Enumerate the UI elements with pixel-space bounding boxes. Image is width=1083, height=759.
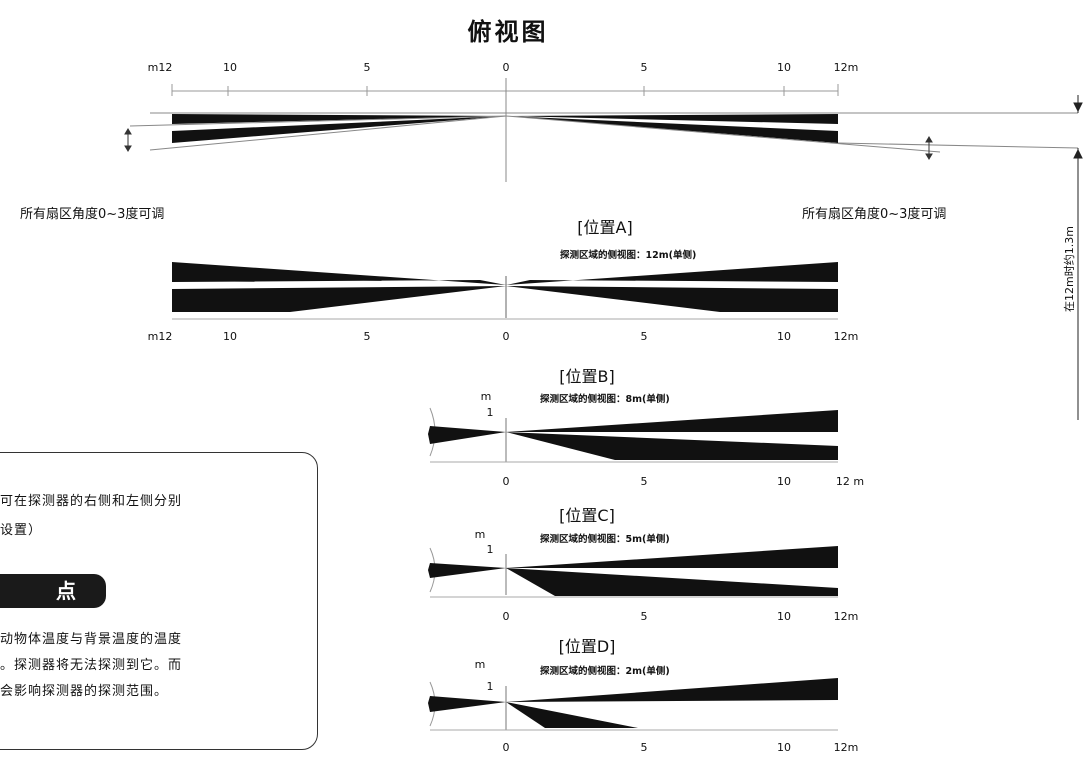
position-c-tick-5: 5: [641, 610, 648, 623]
position-b-fan: [428, 410, 838, 460]
position-c-tick-10: 10: [777, 610, 791, 623]
tips-line-5: 会影响探测器的探测范围。: [0, 684, 169, 699]
angle-note-right: 所有扇区角度0~3度可调: [802, 206, 946, 222]
angle-arrow-right: [925, 136, 933, 160]
position-b-label: [位置B]: [559, 367, 614, 386]
position-c-tick-12m: 12m: [834, 610, 859, 623]
position-c-fan: [428, 546, 838, 596]
position-d-tick-12m: 12m: [834, 741, 859, 754]
position-c-m-label: m: [475, 528, 486, 541]
top-tick-0: 0: [503, 61, 510, 74]
tips-line-4: 。探测器将无法探测到它。而: [0, 658, 183, 673]
position-d-one-label: 1: [487, 680, 494, 693]
position-b-tick-12m: 12 m: [836, 475, 864, 488]
position-b-one-label: 1: [487, 406, 494, 419]
position-a-tick-m12: m12: [148, 330, 173, 343]
position-b: [位置B] 探测区域的侧视图：8m(单侧) m 1 0 5 10 12 m: [428, 367, 864, 488]
position-c-tick-0: 0: [503, 610, 510, 623]
position-a-caption: 探测区域的侧视图：12m(单侧): [560, 249, 696, 261]
position-d-tick-10: 10: [777, 741, 791, 754]
top-tick-m12: m12: [148, 61, 173, 74]
top-ruler: [171, 84, 839, 96]
position-c: [位置C] 探测区域的侧视图：5m(单侧) m 1 0 5 10 12m: [428, 506, 858, 623]
position-c-one-label: 1: [487, 543, 494, 556]
position-d-caption: 探测区域的侧视图：2m(单侧): [540, 665, 670, 677]
angle-arrow-left: [124, 128, 132, 152]
tips-line-2: 设置）: [0, 523, 43, 538]
tips-box: [0, 452, 318, 750]
top-tick-5-right: 5: [641, 61, 648, 74]
position-a-tick-0: 0: [503, 330, 510, 343]
position-b-tick-0: 0: [503, 475, 510, 488]
position-d-m-label: m: [475, 658, 486, 671]
diagram-title: 俯视图: [468, 18, 549, 46]
position-a-fan: [172, 262, 838, 312]
position-b-tick-10: 10: [777, 475, 791, 488]
top-tick-5-left: 5: [364, 61, 371, 74]
position-d: [位置D] 探测区域的侧视图：2m(单侧) m 1 0 5 10 12m: [428, 637, 858, 754]
position-b-tick-5: 5: [641, 475, 648, 488]
tips-badge: 点: [0, 574, 106, 608]
top-fan-left: [172, 114, 506, 143]
position-d-tick-0: 0: [503, 741, 510, 754]
top-tick-10-left: 10: [223, 61, 237, 74]
position-a-tick-12m: 12m: [834, 330, 859, 343]
position-a: [位置A] 探测区域的侧视图：12m(单侧) m12 10 5 0 5 10 1…: [148, 218, 859, 343]
height-dimension-arrow: [1073, 95, 1083, 420]
position-a-tick-5-left: 5: [364, 330, 371, 343]
position-a-label: [位置A]: [577, 218, 632, 237]
height-note: 在12m时约1.3m: [1063, 226, 1076, 312]
position-a-tick-5-right: 5: [641, 330, 648, 343]
position-b-caption: 探测区域的侧视图：8m(单侧): [540, 393, 670, 405]
position-a-tick-10-left: 10: [223, 330, 237, 343]
position-d-fan: [428, 678, 838, 728]
position-a-tick-10-right: 10: [777, 330, 791, 343]
top-fan-right: [506, 114, 838, 143]
tips-line-1: 可在探测器的右侧和左侧分别: [0, 494, 183, 509]
angle-note-left: 所有扇区角度0~3度可调: [20, 206, 164, 222]
top-tick-12m: 12m: [834, 61, 859, 74]
top-view: m12 10 5 0 5 10 12m: [20, 61, 1083, 420]
position-b-m-label: m: [481, 390, 492, 403]
position-d-tick-5: 5: [641, 741, 648, 754]
tips-line-3: 动物体温度与背景温度的温度: [0, 632, 183, 647]
position-c-caption: 探测区域的侧视图：5m(单侧): [540, 533, 670, 545]
top-tick-10-right: 10: [777, 61, 791, 74]
position-d-label: [位置D]: [559, 637, 616, 656]
position-c-label: [位置C]: [559, 506, 615, 525]
